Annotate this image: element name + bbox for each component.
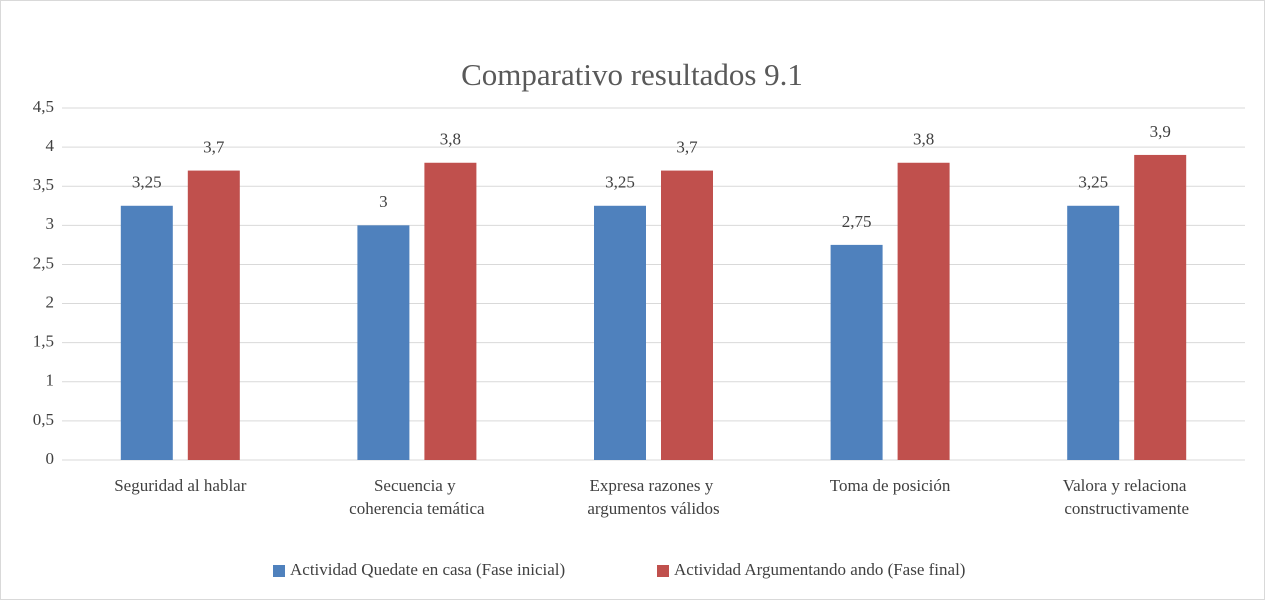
legend-label: Actividad Argumentando ando (Fase final) <box>674 560 965 579</box>
data-label: 3,8 <box>913 130 934 149</box>
y-tick-label: 2,5 <box>33 253 54 272</box>
legend-swatch <box>657 565 669 577</box>
y-tick-label: 0 <box>46 449 55 468</box>
x-tick-label: Valora y relaciona constructivamente <box>1063 476 1191 518</box>
bar <box>187 170 240 461</box>
x-tick-label-line: Valora y relaciona <box>1063 476 1191 495</box>
x-tick-label-line: Secuencia y <box>374 476 460 495</box>
data-label: 3,7 <box>203 137 225 156</box>
data-label: 3 <box>379 192 388 211</box>
x-tick-label-line: Seguridad al hablar <box>114 476 247 495</box>
data-label: 3,25 <box>605 173 635 192</box>
y-tick-label: 4,5 <box>33 97 54 116</box>
data-label: 3,25 <box>1078 173 1108 192</box>
x-tick-label: Expresa razones y argumentos válidos <box>587 476 719 518</box>
x-tick-label-line: Toma de posición <box>830 476 951 495</box>
bar <box>897 162 950 460</box>
chart-title: Comparativo resultados 9.1 <box>461 57 803 92</box>
y-tick-label: 3,5 <box>33 175 54 194</box>
x-tick-label: Seguridad al hablar <box>114 476 247 495</box>
y-tick-label: 2 <box>46 292 55 311</box>
bar <box>661 170 713 461</box>
y-tick-label: 1 <box>46 371 55 390</box>
x-tick-label-line: argumentos válidos <box>587 499 719 518</box>
bar <box>424 162 477 460</box>
data-label: 3,9 <box>1150 122 1171 141</box>
bar <box>594 205 646 460</box>
bar <box>1067 205 1120 460</box>
bar <box>120 205 173 460</box>
y-tick-label: 4 <box>46 136 55 155</box>
bar <box>357 225 410 460</box>
legend-swatch <box>273 565 285 577</box>
data-label: 2,75 <box>842 212 872 231</box>
data-label: 3,25 <box>132 173 162 192</box>
x-tick-label: Toma de posición <box>830 476 951 495</box>
data-label: 3,8 <box>440 130 461 149</box>
bar <box>1134 154 1187 460</box>
y-tick-label: 1,5 <box>33 332 54 351</box>
y-tick-label: 0,5 <box>33 410 54 429</box>
bar <box>830 244 883 460</box>
legend-label: Actividad Quedate en casa (Fase inicial) <box>290 560 565 579</box>
data-label: 3,7 <box>676 137 698 156</box>
x-tick-label-line: coherencia temática <box>349 499 485 518</box>
x-tick-label: Secuencia y coherencia temática <box>349 476 485 518</box>
x-tick-label-line: constructivamente <box>1064 499 1189 518</box>
x-tick-label-line: Expresa razones y <box>590 476 718 495</box>
y-tick-label: 3 <box>46 214 55 233</box>
